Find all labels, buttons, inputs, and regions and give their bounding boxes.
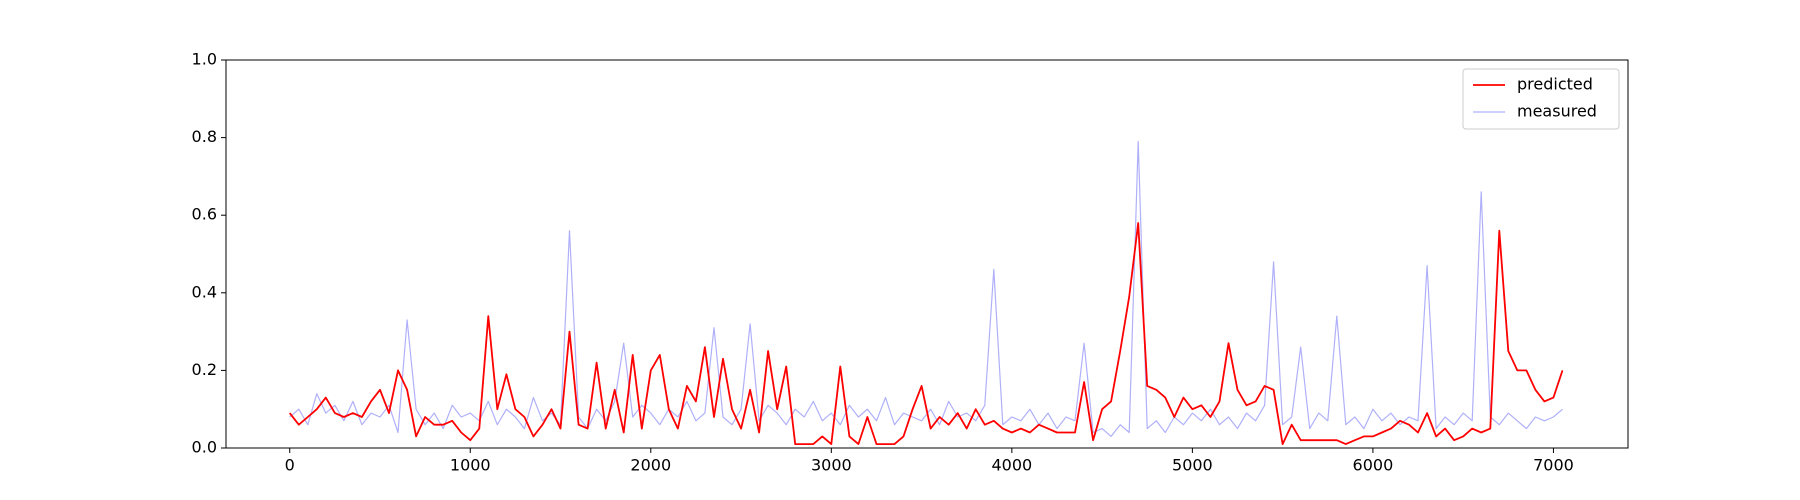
y-tick-label: 1.0 [192, 50, 217, 69]
x-tick-label: 1000 [450, 456, 491, 475]
x-tick-label: 7000 [1533, 456, 1574, 475]
legend-label: predicted [1517, 75, 1593, 94]
y-tick-label: 0.8 [192, 127, 217, 146]
y-tick-label: 0.2 [192, 360, 217, 379]
x-tick-label: 5000 [1172, 456, 1213, 475]
legend-box [1462, 68, 1620, 130]
x-tick-label: 6000 [1353, 456, 1394, 475]
x-tick-label: 2000 [630, 456, 671, 475]
y-tick-label: 0.6 [192, 205, 217, 224]
y-tick-label: 0.0 [192, 438, 217, 457]
x-tick-label: 0 [285, 456, 295, 475]
line [288, 222, 1564, 445]
line [289, 140, 1563, 437]
x-tick-label: 3000 [811, 456, 852, 475]
x-tick-label: 4000 [991, 456, 1032, 475]
y-tick-label: 0.4 [192, 282, 217, 301]
plot-frame [225, 59, 1629, 449]
legend-label: measured [1517, 102, 1597, 121]
